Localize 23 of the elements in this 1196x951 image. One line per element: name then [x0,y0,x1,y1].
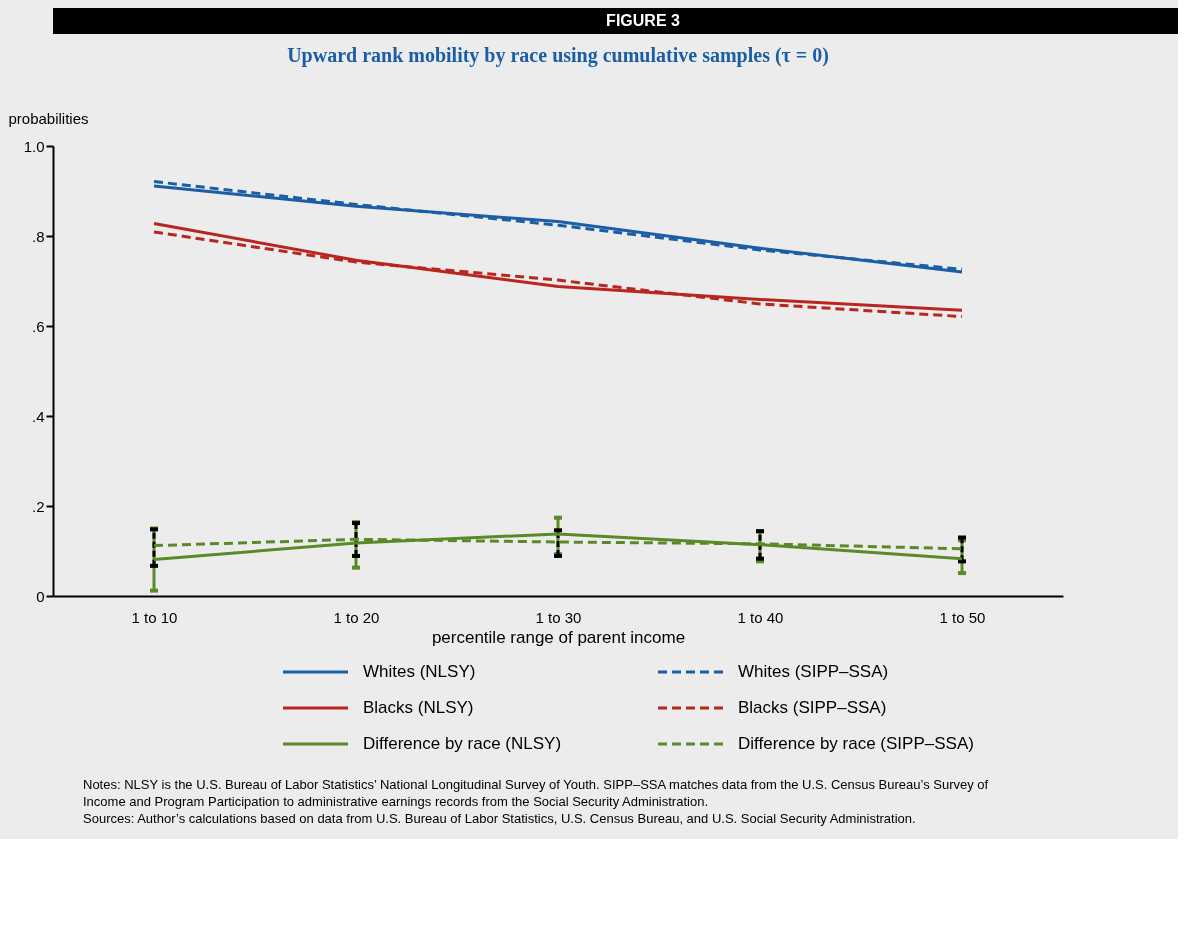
legend-label: Whites (SIPP–SSA) [738,662,889,681]
legend-label: Difference by race (NLSY) [363,734,562,753]
source-note: Sources: Author’s calculations based on data from U.S. Bureau of Labor Statistics, U.S. Census Bureau, and U.S. Social Security Administration. [83,811,916,826]
text: Notes: NLSY is the U.S. Bureau of Labor Statistics’ National Longitudinal Survey of Youth. SIPP–SSA matches data from the U.S. Census Bureau’s Survey of Income and Program Participation to administrative earnings records from the Social Security Administration. [83,777,989,809]
legend-label: Whites (NLSY) [363,662,476,681]
y-tick-label: .6 [31,317,45,335]
x-tick-label: 1 to 10 [131,608,178,626]
x-tick-label: 1 to 40 [737,608,784,626]
y-axis-title: probabilities [8,109,89,127]
x-tick-label: 1 to 50 [939,608,986,626]
legend-label: Blacks (SIPP–SSA) [738,698,887,717]
legend-label: Difference by race (SIPP–SSA) [738,734,974,753]
y-tick-label: 1.0 [23,137,45,155]
y-tick-label: 0 [36,587,45,605]
y-tick-label: .4 [31,407,45,425]
y-tick-label: .2 [31,497,45,515]
chart-title: Upward rank mobility by race using cumulative samples (τ = 0) [287,44,829,67]
caption: FIGURE 3 [606,12,680,29]
x-axis-title: percentile range of parent income [431,627,686,647]
x-tick-label: 1 to 30 [535,608,582,626]
legend-label: Blacks (NLSY) [363,698,474,717]
x-tick-label: 1 to 20 [333,608,380,626]
y-tick-label: .8 [31,227,45,245]
